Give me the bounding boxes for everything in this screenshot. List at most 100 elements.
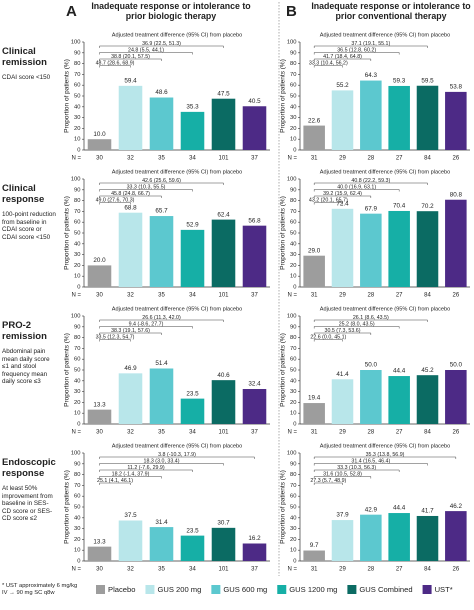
y-tick-label: 60: [290, 220, 296, 226]
y-tick-label: 90: [74, 187, 80, 193]
value-label: 48.6: [155, 89, 168, 96]
difference-bracket: [99, 456, 255, 459]
n-value: 28: [367, 567, 374, 573]
n-value: 27: [396, 156, 403, 162]
bar: [87, 265, 112, 287]
difference-bracket: [313, 65, 343, 68]
y-tick-label: 60: [290, 357, 296, 363]
y-tick-label: 90: [290, 187, 296, 193]
n-value: 27: [396, 430, 403, 436]
y-tick-label: 20: [74, 126, 80, 132]
y-tick-label: 60: [290, 494, 296, 500]
value-label: 9.7: [310, 542, 319, 549]
bar: [360, 370, 382, 424]
y-axis-label: Proportion of patients (%): [280, 59, 287, 133]
difference-bracket: [313, 482, 343, 485]
difference-label: 36.9 (22.5, 51.3): [142, 41, 181, 47]
y-tick-label: 80: [74, 198, 80, 204]
panel-title: Inadequate response or intolerance to pr…: [311, 1, 471, 21]
y-tick-label: 100: [71, 314, 81, 320]
n-value: 31: [311, 156, 318, 162]
y-tick-label: 70: [74, 346, 80, 352]
difference-bracket: [313, 202, 343, 205]
difference-label: 43.2 (20.1, 65.7): [309, 197, 348, 203]
y-tick-label: 100: [71, 177, 81, 183]
n-label: N =: [71, 293, 81, 299]
bar: [416, 211, 439, 287]
y-tick-label: 40: [290, 515, 296, 521]
y-tick-label: 10: [74, 137, 80, 143]
panel-letter: B: [286, 3, 297, 20]
difference-title: Adjusted treatment difference (95% CI) f…: [112, 169, 242, 175]
y-tick-label: 10: [290, 411, 296, 417]
n-value: 31: [311, 567, 318, 573]
bar: [360, 213, 382, 287]
difference-label: 18.3 (3.0, 33.4): [144, 458, 180, 464]
difference-title: Adjusted treatment difference (95% CI) f…: [320, 169, 450, 175]
n-value: 29: [339, 156, 346, 162]
n-value: 26: [452, 156, 459, 162]
y-tick-label: 0: [293, 285, 296, 291]
value-label: 44.4: [393, 505, 406, 512]
n-value: 84: [424, 430, 431, 436]
legend-label: UST*: [435, 585, 453, 594]
bar: [211, 98, 236, 150]
y-axis-label: Proportion of patients (%): [64, 333, 71, 407]
row-label: Clinical remission CDAI score <150: [2, 46, 56, 82]
difference-bracket: [99, 339, 131, 342]
n-value: 28: [367, 156, 374, 162]
y-tick-label: 70: [290, 346, 296, 352]
y-tick-label: 0: [293, 148, 296, 154]
difference-label: 33.3 (10.3, 56.3): [337, 465, 376, 471]
bar: [303, 255, 325, 287]
n-value: 32: [127, 430, 134, 436]
row-subtitle: Abdominal pain mean daily score ≤1 and s…: [2, 348, 50, 386]
difference-bracket: [99, 182, 224, 185]
difference-label: 26.6 (11.3, 42.0): [142, 315, 181, 321]
y-tick-label: 90: [290, 324, 296, 330]
difference-bracket: [313, 332, 372, 335]
value-label: 35.3: [186, 104, 199, 111]
y-tick-label: 40: [74, 241, 80, 247]
difference-label: 40.0 (16.9, 63.1): [337, 184, 376, 190]
y-tick-label: 20: [74, 263, 80, 269]
y-tick-label: 40: [74, 515, 80, 521]
difference-label: 48.7 (28.6, 68.9): [96, 60, 135, 66]
y-tick-label: 80: [74, 61, 80, 67]
value-label: 20.0: [93, 257, 106, 264]
value-label: 70.2: [421, 203, 434, 210]
difference-bracket: [313, 52, 400, 55]
difference-bracket: [99, 52, 193, 55]
value-label: 44.4: [393, 368, 406, 375]
panel-header: B Inadequate response or intolerance to p…: [286, 1, 474, 29]
difference-label: 3.8 (-10.3, 17.9): [158, 452, 196, 458]
y-tick-label: 30: [290, 115, 296, 121]
difference-label: 42.6 (25.6, 59.6): [142, 178, 181, 184]
footnote: * UST approximately 6 mg/kg IV → 90 mg S…: [2, 583, 78, 596]
legend-label: GUS 600 mg: [223, 585, 267, 594]
n-label: N =: [287, 567, 297, 573]
legend-swatch: [347, 585, 357, 594]
y-tick-label: 50: [290, 505, 296, 511]
bar: [118, 212, 143, 287]
n-value: 29: [339, 567, 346, 573]
y-tick-label: 40: [290, 241, 296, 247]
y-tick-label: 40: [74, 104, 80, 110]
y-tick-label: 70: [290, 209, 296, 215]
y-tick-label: 50: [74, 231, 80, 237]
n-value: 37: [251, 293, 258, 299]
y-tick-label: 40: [74, 378, 80, 384]
y-tick-label: 0: [77, 148, 80, 154]
difference-label: 22.6 (0.0, 45.1): [310, 334, 346, 340]
y-axis-label: Proportion of patients (%): [64, 196, 71, 270]
y-tick-label: 0: [293, 422, 296, 428]
y-tick-label: 90: [290, 50, 296, 56]
y-axis-label: Proportion of patients (%): [64, 470, 71, 544]
difference-label: 40.8 (22.2, 59.3): [351, 178, 390, 184]
bar: [149, 368, 174, 424]
difference-label: 33.3 (10.3, 55.5): [127, 184, 166, 190]
legend-swatch: [145, 585, 155, 594]
difference-label: 27.3 (5.7, 48.9): [310, 478, 346, 484]
bar: [211, 219, 236, 287]
